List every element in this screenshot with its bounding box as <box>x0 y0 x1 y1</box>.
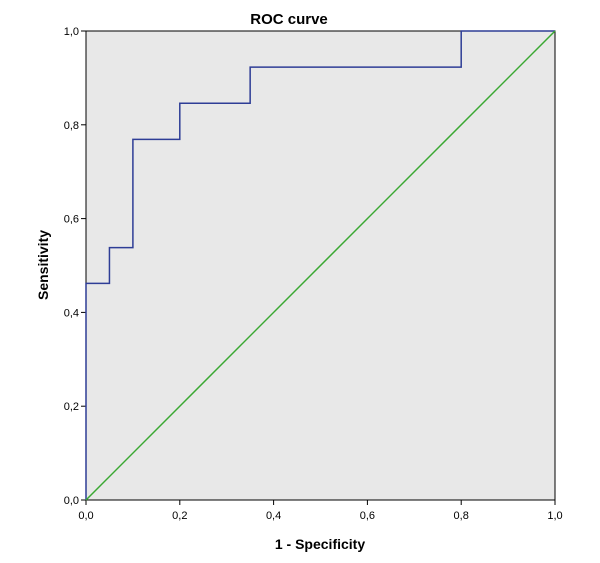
x-axis: 0,0 0,2 0,4 0,6 0,8 1,0 <box>78 500 563 522</box>
y-tick-label: 0,4 <box>64 307 79 319</box>
y-tick-label: 1,0 <box>64 26 79 38</box>
roc-curve-line <box>85 30 555 500</box>
series-layer <box>85 30 556 501</box>
y-axis-label: Sensitivity <box>35 230 51 300</box>
reference-diagonal-line <box>85 30 556 501</box>
x-tick-label: 0,2 <box>172 510 187 522</box>
x-tick-label: 0,6 <box>360 510 375 522</box>
y-tick-label: 0,2 <box>64 401 79 413</box>
x-tick-label: 0,0 <box>78 510 93 522</box>
y-tick-label: 0,6 <box>64 214 79 226</box>
chart-title: ROC curve <box>250 11 328 28</box>
y-tick-label: 0,0 <box>64 495 79 507</box>
y-tick-label: 0,8 <box>64 120 79 132</box>
y-axis: 0,0 0,2 0,4 0,6 0,8 1,0 <box>64 26 86 507</box>
x-tick-label: 0,8 <box>454 510 469 522</box>
x-tick-label: 1,0 <box>547 510 562 522</box>
x-axis-label: 1 - Specificity <box>275 536 365 552</box>
x-tick-label: 0,4 <box>266 510 281 522</box>
